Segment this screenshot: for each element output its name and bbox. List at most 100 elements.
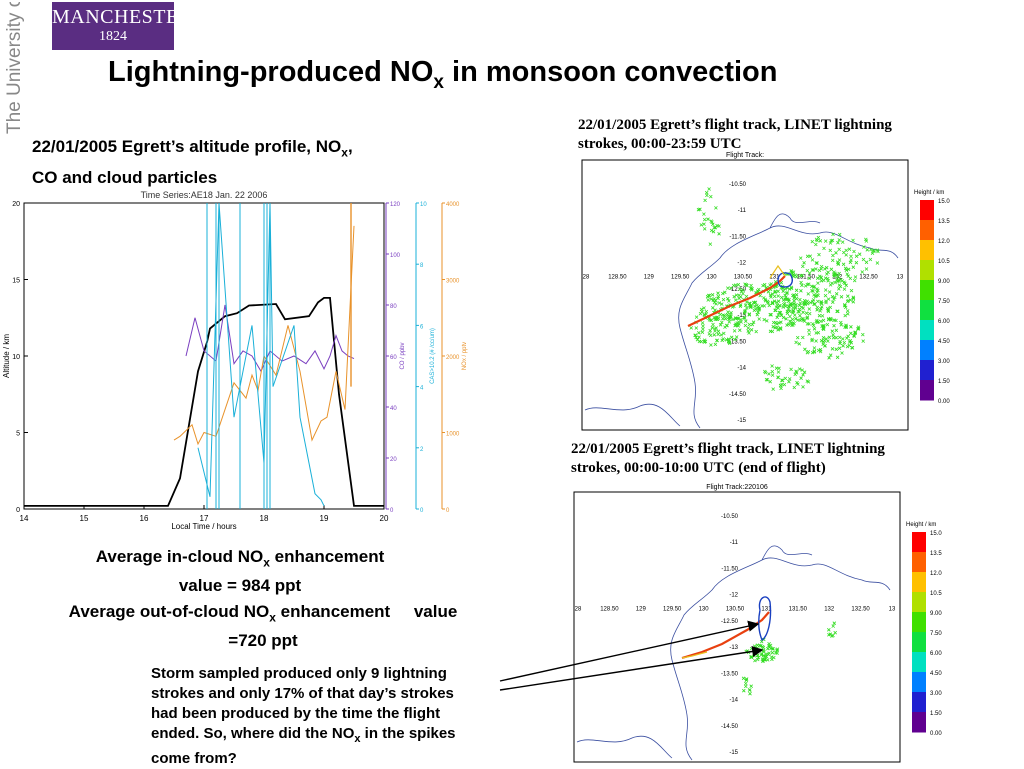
series-line [24, 297, 384, 507]
map1-caption-line1: 22/01/2005 Egrett’s flight track, LINET … [578, 117, 892, 133]
x-tick-label: 15 [80, 514, 89, 523]
colorbar-tick-label: 10.5 [938, 259, 950, 265]
colorbar-tick-label: 10.5 [930, 591, 942, 597]
colorbar-band [920, 280, 934, 301]
colorbar-band [912, 632, 926, 653]
right-axis-tick-label: 0 [420, 508, 424, 514]
lightning-strokes [689, 187, 880, 391]
right-axis-tick-label: 2000 [446, 355, 460, 361]
right-axis-label: CAS>10.2 (# /cc/um) [430, 328, 436, 384]
avg-in-value: value = 984 ppt [178, 576, 302, 596]
series-line [197, 202, 325, 507]
right-axis-tick-label: 8 [420, 263, 424, 269]
manchester-logo: MANCHESTER 1824 [52, 2, 193, 50]
right-axis-tick-label: 100 [390, 253, 401, 259]
map-lat-label: -11 [730, 540, 739, 546]
flight-loop [777, 272, 793, 288]
map-lat-label: -15 [729, 750, 738, 756]
university-wordmark: The University of Manchester [4, 2, 25, 134]
colorbar-band [912, 692, 926, 713]
avg-in-sub: x [263, 555, 270, 570]
map-title: Flight Track: [726, 152, 764, 159]
y-tick-label: 20 [12, 201, 20, 208]
map-lon-label: 132 [824, 607, 835, 613]
colorbar-tick-label: 6.00 [930, 651, 942, 657]
colorbar-tick-label: 0.00 [938, 399, 950, 405]
right-axis-tick-label: 10 [420, 202, 427, 208]
flight-track [687, 275, 786, 327]
x-tick-label: 20 [380, 514, 389, 523]
map-lon-label: 128.50 [600, 607, 619, 613]
right-axis-tick-label: 1000 [446, 432, 460, 438]
heading-line1: 22/01/2005 Egrett’s altitude profile, NO [32, 137, 342, 156]
colorbar-tick-label: 12.0 [930, 571, 942, 577]
colorbar-tick-label: 15.0 [930, 531, 942, 537]
colorbar-tick-label: 1.50 [938, 379, 950, 385]
map-lat-label: -13.50 [729, 339, 747, 345]
map-lon-label: 131.50 [797, 275, 816, 281]
avg-in-cloud: Average in-cloud NOx enhancement value =… [60, 545, 420, 597]
colorbar-tick-label: 4.50 [930, 671, 942, 677]
map-lon-label: 129 [644, 275, 655, 281]
colorbar-tick-label: 6.00 [938, 319, 950, 325]
colorbar-tick-label: 3.00 [938, 359, 950, 365]
colorbar-band [912, 532, 926, 553]
map-lon-label: 132.50 [851, 607, 870, 613]
colorbar-band [920, 340, 934, 361]
right-axis-tick-label: 40 [390, 406, 397, 412]
map-lat-label: -12 [737, 261, 746, 267]
colorbar-band [912, 552, 926, 573]
storm-line2: strokes and only 17% of that day’s strok… [151, 685, 454, 702]
map-lat-label: -14.50 [721, 724, 739, 730]
colorbar-tick-label: 13.5 [938, 219, 950, 225]
map-lat-label: -12 [729, 593, 738, 599]
map-lon-label: 130.50 [734, 275, 753, 281]
colorbar-band [912, 712, 926, 733]
right-axis-tick-label: 6 [420, 324, 424, 330]
x-tick-label: 14 [20, 514, 29, 523]
colorbar-band [920, 220, 934, 241]
colorbar-band [920, 260, 934, 281]
map1-caption-line2: strokes, 00:00-23:59 UTC [578, 136, 742, 152]
map-lon-label: 13 [889, 607, 896, 613]
avg-out-text-end: enhancement value [275, 602, 458, 621]
avg-out-value: =720 ppt [228, 631, 298, 651]
heading-line2: CO and cloud particles [32, 168, 218, 188]
colorbar-band [912, 592, 926, 613]
map-lat-label: -12.50 [729, 287, 747, 293]
y-axis-label: Altitude / km [2, 334, 11, 378]
x-axis-label: Local Time / hours [171, 522, 236, 531]
storm-line4: ended. So, where did the NO [151, 725, 355, 742]
map-lat-label: -14 [737, 366, 746, 372]
x-tick-label: 18 [260, 514, 269, 523]
right-axis-label: NOx / pptv [462, 342, 468, 370]
colorbar-tick-label: 9.00 [938, 279, 950, 285]
y-tick-label: 15 [12, 278, 20, 285]
coastline [584, 213, 899, 429]
storm-line4-end: in the spikes [360, 725, 456, 742]
map-lon-label: 130 [707, 275, 718, 281]
colorbar-band [912, 672, 926, 693]
avg-in-text-end: enhancement [269, 547, 385, 566]
title-text: Lightning-produced NO [108, 56, 434, 88]
map-lat-label: -13 [729, 645, 738, 651]
colorbar-tick-label: 0.00 [930, 731, 942, 737]
colorbar-band [912, 612, 926, 633]
map1-caption: 22/01/2005 Egrett’s flight track, LINET … [578, 116, 978, 154]
avg-out-sub: x [269, 610, 276, 625]
right-axis-tick-label: 20 [390, 457, 397, 463]
map-lon-label: 129.50 [663, 607, 682, 613]
storm-line1: Storm sampled produced only 9 lightning [151, 665, 447, 682]
logo-name: MANCHESTER [52, 6, 193, 28]
colorbar-band [920, 360, 934, 381]
y-tick-label: 0 [16, 507, 20, 514]
map-lon-label: 128.50 [608, 275, 627, 281]
map-lat-label: -14.50 [729, 392, 747, 398]
map-lon-label: 131 [761, 607, 772, 613]
colorbar-label: Height / km [906, 522, 936, 528]
right-axis-tick-label: 120 [390, 202, 401, 208]
colorbar-tick-label: 7.50 [930, 631, 942, 637]
colorbar-band [912, 572, 926, 593]
map2-flight-track: Flight Track:220106 -10.50 -11 -11.50 -12 -12… [573, 484, 942, 763]
storm-line3: had been produced by the time the flight [151, 705, 441, 722]
